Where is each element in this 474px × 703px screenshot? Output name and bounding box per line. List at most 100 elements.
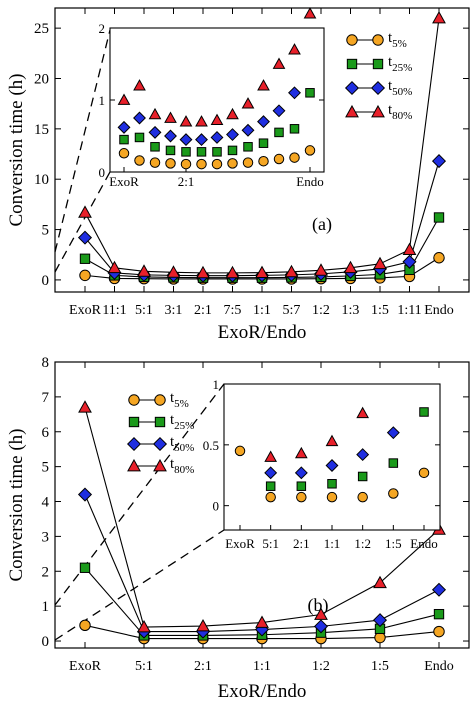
- inset-data-point-t25: [165, 145, 176, 156]
- legend-marker-t25: [154, 416, 166, 428]
- x-tick-label: 1:5: [371, 303, 389, 318]
- y-tick-label: 20: [34, 71, 49, 87]
- legend-marker-t80: [153, 458, 167, 472]
- x-axis-label: ExoR/Endo: [218, 681, 307, 702]
- legend-marker-t50: [344, 80, 360, 96]
- data-point-t80: [137, 619, 151, 633]
- inset-data-point-t25: [196, 147, 207, 157]
- x-tick-label: 2:1: [194, 659, 212, 674]
- legend-marker-t25: [346, 58, 358, 70]
- inset-data-point-t80: [164, 111, 177, 123]
- inset-y-tick-label: 0: [213, 499, 220, 514]
- legend-marker-t5: [346, 34, 358, 46]
- data-point-t80: [137, 264, 151, 277]
- inset-x-tick-label: 5:1: [262, 536, 279, 551]
- data-point-t80: [78, 400, 92, 413]
- inset-data-point-t80: [226, 107, 239, 120]
- inset-data-point-t5: [149, 157, 161, 168]
- inset-x-tick-label: 2:1: [178, 174, 195, 189]
- inset-data-point-t80: [264, 450, 278, 462]
- y-tick-label: 0: [42, 634, 50, 650]
- legend-label-t50: t50%: [170, 434, 194, 454]
- inset-data-point-t50: [288, 86, 301, 100]
- x-tick-label: 1:11: [397, 303, 421, 318]
- legend-label-t5: t5%: [170, 390, 189, 410]
- inset-data-point-t25: [289, 124, 300, 134]
- inset-data-point-t5: [234, 445, 246, 457]
- legend-marker-t50: [152, 436, 168, 452]
- y-tick-label: 2: [42, 564, 50, 580]
- inset-y-tick-label: 0.5: [203, 438, 219, 453]
- legend-label-sub: 80%: [174, 464, 194, 476]
- inset-data-point-t5: [289, 152, 300, 163]
- legend-label-base: t: [170, 456, 175, 472]
- inset-x-tick-label: 1:5: [385, 536, 402, 551]
- inset-data-point-t80: [117, 93, 131, 105]
- legend-marker-t5: [128, 394, 140, 406]
- legend-label-base: t: [170, 412, 175, 428]
- data-point-t50: [431, 154, 447, 169]
- data-point-t50: [313, 619, 329, 634]
- data-point-t5: [433, 252, 445, 264]
- data-point-t50: [372, 613, 388, 628]
- x-tick-label: 1:2: [312, 303, 330, 318]
- inset-data-point-t50: [257, 115, 270, 129]
- inset-data-point-t50: [241, 123, 255, 137]
- x-tick-label: ExoR: [69, 303, 102, 318]
- x-tick-label: 2:1: [194, 303, 212, 318]
- inset-data-point-t80: [288, 43, 301, 55]
- inset-chart: 0 1 2 ExoR 2:1 Endo: [99, 7, 325, 189]
- legend-label-sub: 5%: [174, 398, 189, 410]
- data-point-t80: [166, 265, 181, 278]
- data-point-t80: [343, 260, 358, 274]
- inset-data-point-t5: [273, 153, 285, 165]
- x-tick-label: 3:1: [165, 303, 183, 318]
- inset-data-point-t50: [386, 426, 400, 440]
- inset-x-tick-label: 1:2: [354, 536, 371, 551]
- data-point-t25: [79, 253, 91, 264]
- inset-data-point-t25: [274, 127, 284, 138]
- legend-marker-t25: [372, 58, 384, 70]
- y-tick-label: 0: [42, 273, 50, 289]
- legend-label-t50: t50%: [388, 78, 412, 98]
- inset-x-tick-label: Endo: [410, 536, 437, 551]
- inset-data-point-t80: [356, 406, 370, 419]
- x-tick-label: ExoR: [69, 659, 102, 674]
- x-tick-label: 5:1: [135, 303, 153, 318]
- data-point-t5: [433, 625, 445, 638]
- data-point-t80: [225, 265, 240, 279]
- inset-data-point-t80: [195, 115, 208, 127]
- inset-x-tick-label: ExoR: [225, 536, 255, 551]
- inset-data-point-t5: [134, 155, 145, 166]
- legend-marker-t25: [128, 416, 140, 428]
- data-point-t80: [284, 264, 299, 278]
- x-tick-label: 1:5: [371, 659, 389, 674]
- legend-label-sub: 5%: [392, 38, 407, 50]
- inset-data-point-t5: [296, 491, 307, 503]
- inset-data-point-t50: [210, 130, 224, 144]
- inset-data-point-t80: [272, 57, 286, 69]
- inset-data-point-t5: [165, 158, 176, 169]
- legend-label-sub: 80%: [392, 110, 412, 122]
- inset-data-point-t80: [179, 115, 193, 127]
- inset-data-point-t5: [227, 158, 238, 169]
- panel-label: (a): [312, 214, 332, 235]
- inset-data-point-t5: [357, 491, 368, 503]
- inset-data-point-t80: [325, 434, 339, 447]
- x-tick-label: 5:1: [135, 659, 153, 674]
- inset-data-point-t50: [272, 104, 286, 118]
- data-point-t25: [79, 562, 91, 573]
- y-tick-label: 1: [42, 599, 50, 615]
- data-point-t80: [196, 618, 210, 632]
- y-tick-label: 5: [42, 223, 50, 239]
- x-tick-label: 11:1: [102, 303, 126, 318]
- inset-data-point-t25: [357, 471, 368, 482]
- legend-label-sub: 50%: [392, 86, 412, 98]
- inset-data-point-t50: [148, 125, 162, 139]
- inset-data-point-t80: [133, 79, 146, 91]
- inset-data-point-t80: [257, 79, 270, 91]
- inset-data-point-t5: [418, 467, 430, 479]
- inset-data-point-t25: [419, 407, 429, 417]
- series-group: [77, 400, 447, 645]
